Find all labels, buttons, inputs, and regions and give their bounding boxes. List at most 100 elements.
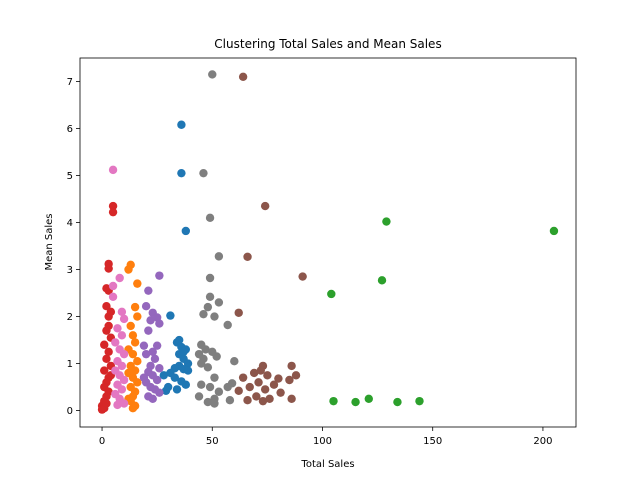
cluster-6	[108, 165, 129, 410]
data-point	[263, 371, 272, 380]
data-point	[155, 319, 164, 328]
data-point	[141, 349, 151, 359]
data-point	[269, 380, 279, 389]
data-point	[108, 201, 118, 211]
data-point	[549, 226, 559, 236]
data-point	[183, 359, 193, 368]
data-point	[210, 312, 219, 321]
data-point	[102, 399, 111, 408]
data-point	[128, 349, 138, 359]
data-point	[254, 378, 263, 387]
data-point	[148, 347, 157, 356]
data-point	[298, 272, 307, 281]
data-point	[104, 312, 113, 321]
x-tick-label: 200	[533, 436, 552, 447]
data-point	[170, 373, 179, 382]
data-point	[285, 375, 294, 385]
x-tick-label: 50	[206, 436, 219, 447]
data-point	[203, 397, 213, 407]
data-point	[377, 276, 387, 285]
data-point	[128, 403, 138, 413]
data-point	[194, 392, 204, 401]
data-point	[152, 341, 162, 350]
cluster-4	[139, 271, 164, 403]
data-point	[181, 380, 191, 389]
data-point	[245, 382, 254, 392]
data-point	[199, 309, 208, 319]
data-point	[139, 373, 149, 382]
data-point	[199, 168, 208, 178]
data-point	[177, 168, 186, 178]
data-point	[152, 375, 162, 385]
data-point	[265, 394, 274, 403]
data-point	[104, 321, 113, 331]
data-point	[260, 201, 270, 211]
cluster-0	[159, 120, 193, 396]
data-point	[104, 347, 113, 356]
data-point	[210, 373, 219, 382]
data-point	[329, 396, 338, 406]
points-layer	[97, 70, 559, 414]
data-point	[197, 380, 206, 389]
data-point	[111, 338, 120, 347]
data-point	[146, 316, 155, 325]
data-point	[139, 341, 149, 350]
data-point	[230, 356, 239, 366]
data-point	[214, 298, 224, 307]
data-point	[150, 354, 160, 364]
data-point	[234, 386, 243, 396]
x-axis-label: Total Sales	[300, 459, 354, 470]
data-point	[108, 292, 118, 301]
data-point	[124, 265, 133, 274]
data-point	[205, 273, 215, 283]
data-point	[201, 345, 210, 354]
data-point	[205, 292, 215, 301]
data-point	[133, 356, 142, 366]
x-tick-label: 0	[99, 436, 105, 447]
x-tick-label: 150	[423, 436, 442, 447]
data-point	[238, 373, 248, 382]
data-point	[126, 321, 135, 331]
data-point	[287, 361, 296, 371]
cluster-5	[234, 72, 307, 406]
data-point	[351, 397, 360, 407]
data-point	[208, 70, 217, 79]
data-point	[119, 349, 129, 359]
data-point	[175, 335, 184, 345]
data-point	[252, 392, 261, 401]
cluster-1	[124, 260, 142, 413]
cluster-3	[97, 201, 118, 414]
data-point	[382, 217, 391, 226]
data-point	[393, 397, 402, 407]
data-point	[291, 371, 301, 380]
y-tick-label: 1	[67, 359, 73, 370]
data-point	[119, 314, 129, 324]
data-point	[179, 347, 188, 356]
data-point	[130, 338, 140, 347]
data-point	[205, 213, 215, 223]
data-point	[100, 366, 109, 375]
data-point	[141, 301, 151, 311]
y-tick-label: 4	[67, 218, 73, 229]
data-point	[113, 400, 122, 410]
data-point	[119, 399, 129, 408]
data-point	[181, 226, 191, 236]
data-point	[148, 394, 157, 403]
data-point	[249, 368, 259, 378]
data-point	[258, 396, 268, 406]
data-point	[117, 385, 127, 394]
data-point	[210, 399, 219, 408]
chart-title: Clustering Total Sales and Mean Sales	[214, 37, 441, 51]
y-ticks: 0 1 2 3 4 5 6 7	[67, 77, 80, 417]
y-axis-label: Mean Sales	[44, 213, 55, 270]
data-point	[364, 394, 373, 403]
data-point	[117, 361, 127, 371]
data-point	[166, 311, 175, 320]
y-tick-label: 0	[67, 406, 73, 417]
y-tick-label: 5	[67, 171, 73, 182]
data-point	[155, 388, 164, 397]
data-point	[225, 396, 235, 405]
data-point	[117, 307, 127, 317]
data-point	[113, 324, 122, 333]
